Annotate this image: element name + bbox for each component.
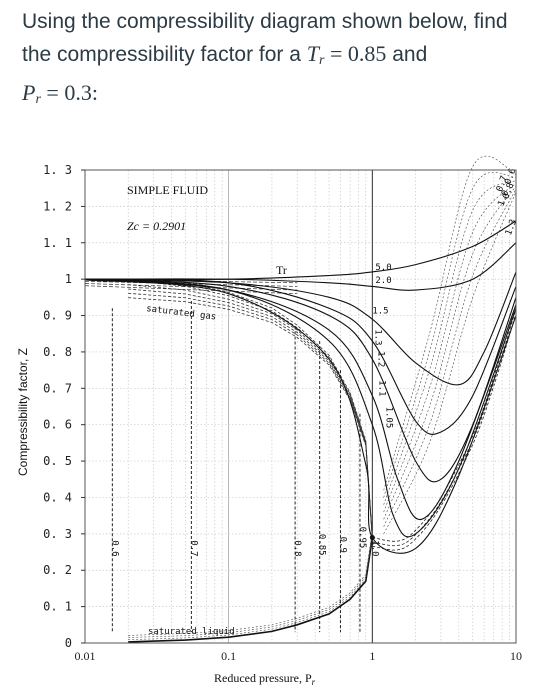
isotherm-label: 1.3 — [372, 329, 382, 345]
question-line-2: the compressibility factor for a Tr = 0.… — [22, 38, 542, 77]
subcooled-isotherm — [383, 171, 517, 498]
x-tick-label: 1 — [369, 649, 375, 663]
curve-layer: 0.6 0.7 0.8 0.85 0.9 0.951.01.051.11.21.30.60… — [84, 156, 519, 643]
high-pressure-envelope — [372, 308, 517, 547]
low-pressure-isotherm — [84, 278, 298, 284]
y-tick-label: 1. 2 — [43, 199, 72, 213]
plot-frame — [84, 169, 517, 644]
high-pressure-envelope — [372, 304, 517, 542]
subcooled-isotherm — [383, 185, 517, 520]
axis-layer: 0 0. 1 0. 2 0. 3 0. 4 0. 5 0. 6 0. 7 0. 8 0. 9 1 1.… — [43, 163, 522, 663]
saturated-liquid-curve — [128, 537, 374, 643]
tr-header-text: Tr — [276, 263, 287, 277]
y-tick-label: 1. 3 — [43, 163, 72, 177]
isotherm-label: 1.2 — [375, 351, 385, 367]
saturated-liquid-label: saturated liquid — [148, 627, 235, 637]
y-tick-label: 0. 4 — [43, 490, 72, 504]
y-tick-label: 0. 5 — [43, 454, 72, 468]
saturated-gas-isotherm — [128, 278, 373, 537]
isotherm-tr-2-0 — [84, 242, 517, 291]
critical-point — [369, 534, 375, 540]
tr-expression: Tr = 0.85 — [306, 41, 387, 68]
question-line-1: Using the compressibility diagram shown … — [22, 10, 508, 33]
saturated-gas-isotherm — [128, 284, 373, 538]
question-line-2-prefix: the compressibility factor for a — [22, 43, 307, 66]
y-tick-label: 0. 1 — [43, 600, 72, 614]
y-tick-label: 1 — [65, 272, 72, 286]
x-tick-label: 0.01 — [75, 649, 96, 663]
isotherm-label: 0.95 — [357, 527, 367, 549]
chart-subtitle: Zc = 0.2901 — [127, 219, 186, 233]
liquid-isotherm — [128, 533, 373, 638]
isotherm-label: 0.8 — [292, 540, 302, 556]
subcooled-isotherm — [383, 191, 517, 534]
low-pressure-isotherm — [84, 285, 298, 295]
y-tick-label: 0. 3 — [43, 527, 72, 541]
high-pressure-envelope — [372, 313, 517, 551]
isotherm-label: 5.0 — [375, 263, 391, 273]
isotherm-tr-1-0 — [84, 279, 517, 554]
tr-value: = 0.85 — [324, 41, 387, 66]
y-tick-label: 0. 2 — [43, 563, 72, 577]
tr-sub: r — [319, 53, 325, 68]
isotherm-label: 1.05 — [383, 407, 393, 429]
y-axis-label: Compressibility factor, Z — [16, 348, 30, 476]
y-tick-label: 0. 8 — [43, 345, 72, 359]
y-tick-label: 0. 9 — [43, 309, 72, 323]
pr-symbol: P — [22, 80, 36, 105]
isotherm-label: 2.0 — [375, 276, 391, 286]
x-axis-label-sub: r — [312, 677, 316, 687]
grid-layer — [85, 170, 516, 643]
question-text: Using the compressibility diagram shown … — [22, 6, 542, 116]
x-tick-label: 10 — [510, 649, 522, 663]
tr-symbol: T — [306, 41, 320, 66]
pr-value: = 0.3: — [40, 80, 98, 105]
subcooled-isotherm — [383, 182, 517, 513]
isotherm-label: 1.3 — [504, 218, 519, 237]
x-axis-label: Reduced pressure, Pr — [214, 671, 316, 687]
saturated-gas-isotherm — [128, 297, 373, 539]
liquid-isotherm — [128, 535, 373, 640]
isotherm-tr-1-3 — [84, 278, 517, 435]
low-pressure-isotherm — [84, 283, 298, 291]
isotherm-label: 0.7 — [188, 540, 198, 556]
isotherm-tr-1-05 — [84, 278, 517, 538]
x-tick-label: 0.1 — [221, 649, 236, 663]
y-tick-label: 1. 1 — [43, 236, 72, 250]
x-axis-label-text: Reduced pressure, P — [214, 671, 312, 685]
y-tick-label: 0. 6 — [43, 418, 72, 432]
chart-title: SIMPLE FLUID — [127, 183, 208, 197]
pr-expression: Pr = 0.3: — [22, 80, 98, 107]
saturated-gas-isotherm — [128, 292, 373, 539]
question-line-2-suffix: and — [386, 43, 428, 66]
saturated-gas-isotherm — [128, 279, 373, 538]
isotherm-label: 0.6 — [109, 540, 119, 556]
pr-sub: r — [35, 92, 41, 107]
isotherm-label: 1.0 — [369, 540, 379, 556]
saturated-gas-isotherm — [128, 288, 373, 539]
subcooled-isotherm — [383, 188, 517, 527]
isotherm-label: 1.5 — [372, 307, 388, 317]
subcooled-isotherm — [383, 179, 517, 505]
isotherm-label: 1.1 — [376, 380, 386, 396]
subcooled-isotherm — [383, 156, 517, 491]
isotherm-label: 0.9 — [337, 537, 347, 553]
liquid-isotherm — [128, 530, 373, 636]
y-tick-label: 0. 7 — [43, 381, 72, 395]
tr-header: Tr — [276, 263, 287, 277]
y-tick-label: 0 — [65, 636, 72, 650]
isotherm-label: 0.85 — [317, 534, 327, 556]
question-line-3: Pr = 0.3: — [22, 77, 542, 116]
